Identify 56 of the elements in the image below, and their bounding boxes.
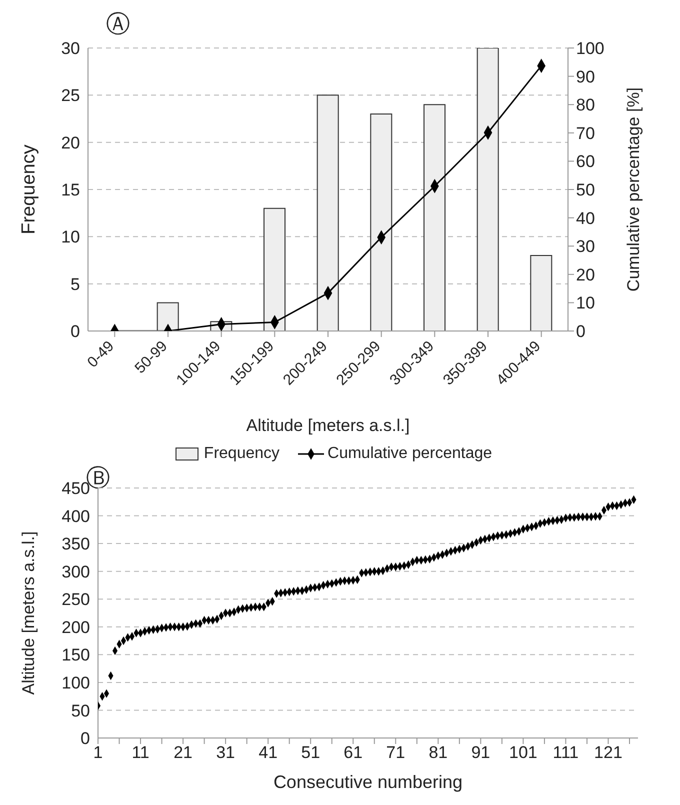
y-tick-label: 100 (62, 673, 90, 692)
y2-tick-label: 10 (576, 294, 595, 313)
x-tick-label: 81 (428, 743, 448, 762)
y-tick-label: 5 (70, 274, 80, 294)
y-tick-label: 400 (62, 506, 90, 526)
bar (156, 302, 179, 331)
y-tick-label: 0 (70, 322, 80, 342)
y-tick-label: 15 (61, 180, 80, 200)
y-tick-label: 30 (61, 39, 80, 58)
x-tick-label: 0-49 (84, 338, 118, 372)
y2-tick-label: 40 (576, 208, 595, 228)
x-tick-label: 1 (93, 743, 103, 762)
x-tick-label: 61 (344, 743, 363, 762)
x-axis-title: Consecutive numbering (273, 772, 463, 792)
x-tick-label: 11 (132, 743, 150, 762)
x-tick-label: 21 (174, 743, 192, 762)
legend-label: Cumulative percentage (326, 445, 492, 463)
y2-tick-label: 80 (576, 96, 595, 115)
legend-label: Frequency (202, 445, 280, 463)
y-tick-label: 0 (80, 729, 90, 748)
bar (530, 255, 552, 331)
y2-tick-label: 60 (576, 152, 595, 172)
y-tick-label: 20 (61, 133, 80, 152)
y2-tick-label: 0 (576, 322, 586, 342)
y-tick-label: 150 (62, 646, 90, 665)
y2-tick-label: 50 (576, 180, 595, 200)
y-tick-label: 350 (62, 534, 90, 554)
x-tick-label: 91 (471, 743, 490, 762)
y-tick-label: 50 (71, 701, 90, 720)
x-tick-label: 41 (258, 743, 278, 762)
bar (264, 208, 286, 331)
y2-tick-label: 20 (576, 265, 595, 284)
bar (476, 48, 499, 331)
x-tick-label: 51 (301, 743, 320, 762)
x-tick-label: 111 (552, 743, 579, 762)
bar (316, 94, 339, 331)
y2-tick-label: 30 (576, 237, 595, 256)
x-tick-label: 71 (386, 743, 406, 762)
bar (424, 104, 446, 331)
x-tick-label: 101 (509, 743, 538, 762)
text: Ⓐ (106, 9, 130, 40)
bar (370, 114, 392, 331)
x-tick-label: 31 (216, 743, 236, 762)
y-axis-title: Altitude [meters a.s.l.] (19, 531, 38, 695)
x-axis-title: Altitude [meters a.s.l.] (246, 416, 410, 435)
y-tick-label: 10 (61, 228, 80, 247)
y-tick-label: 25 (61, 86, 80, 106)
y-tick-label: 250 (62, 590, 90, 610)
y-tick-label: 300 (62, 562, 90, 582)
y2-tick-label: 90 (576, 67, 595, 86)
y2-tick-label: 70 (576, 124, 595, 143)
y2-tick-label: 100 (576, 39, 604, 58)
y-tick-label: 200 (62, 618, 90, 637)
x-tick-label: 121 (594, 743, 622, 762)
y2-axis-title: Cumulative percentage [%] (624, 87, 644, 292)
y-axis-title: Frequency (18, 144, 40, 234)
